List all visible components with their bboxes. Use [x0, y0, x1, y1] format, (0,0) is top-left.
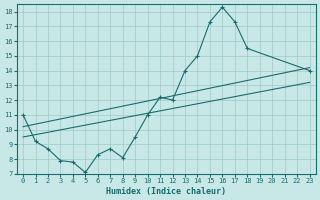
X-axis label: Humidex (Indice chaleur): Humidex (Indice chaleur) [106, 187, 226, 196]
